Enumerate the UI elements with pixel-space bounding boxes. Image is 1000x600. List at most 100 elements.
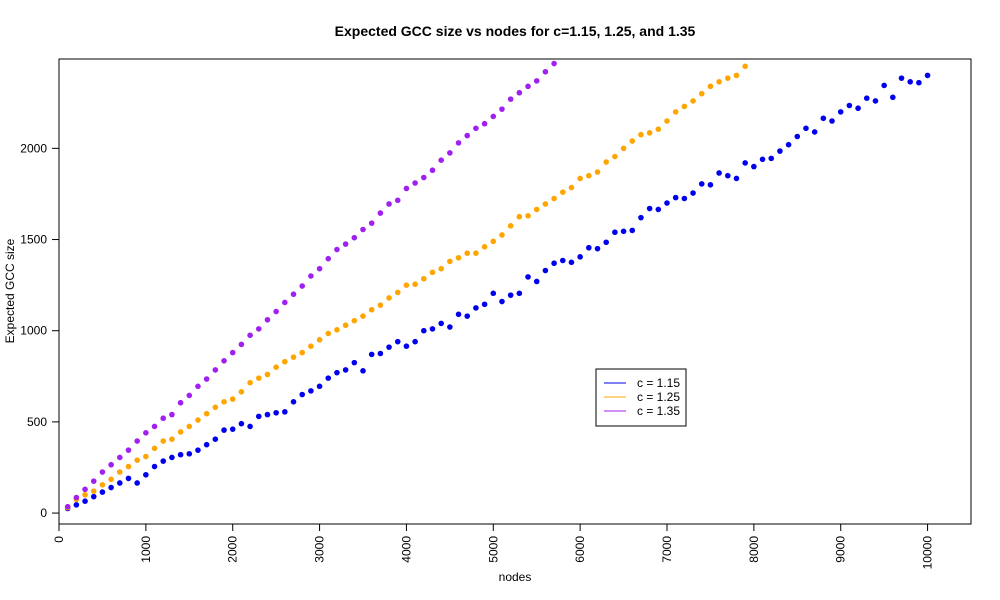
data-point-series-3 xyxy=(299,283,306,289)
data-point-series-1 xyxy=(143,471,149,478)
data-point-series-1 xyxy=(733,175,740,182)
data-points xyxy=(64,60,931,512)
data-point-series-1 xyxy=(429,326,436,332)
data-point-series-2 xyxy=(655,126,662,133)
data-point-series-1 xyxy=(811,129,818,135)
data-point-series-3 xyxy=(473,125,479,132)
data-point-series-2 xyxy=(612,153,618,160)
data-point-series-1 xyxy=(690,190,696,196)
data-point-series-3 xyxy=(90,478,97,484)
data-point-series-1 xyxy=(533,278,540,285)
y-tick-label: 0 xyxy=(40,506,47,520)
data-point-series-1 xyxy=(638,214,644,221)
data-point-series-3 xyxy=(438,157,444,164)
data-point-series-1 xyxy=(751,163,757,170)
data-point-series-2 xyxy=(620,145,627,152)
data-point-series-3 xyxy=(143,430,149,436)
data-point-series-3 xyxy=(481,120,488,127)
data-point-series-3 xyxy=(421,174,427,181)
data-point-series-2 xyxy=(742,63,748,70)
data-point-series-1 xyxy=(499,298,505,305)
data-point-series-1 xyxy=(777,148,783,154)
data-point-series-1 xyxy=(412,338,418,345)
data-point-series-1 xyxy=(308,388,314,394)
data-point-series-2 xyxy=(638,131,644,138)
data-point-series-1 xyxy=(646,205,653,212)
data-point-series-1 xyxy=(282,409,288,415)
data-point-series-2 xyxy=(195,417,201,423)
data-point-series-2 xyxy=(577,175,583,182)
data-point-series-2 xyxy=(690,98,696,104)
data-point-series-1 xyxy=(863,95,870,102)
data-point-series-2 xyxy=(290,354,297,360)
data-point-series-3 xyxy=(308,273,314,279)
data-point-series-2 xyxy=(282,358,288,365)
data-point-series-3 xyxy=(282,299,288,306)
data-point-series-2 xyxy=(464,250,471,257)
data-point-series-1 xyxy=(290,399,297,405)
data-point-series-1 xyxy=(212,436,219,443)
data-point-series-1 xyxy=(629,227,636,234)
data-point-series-3 xyxy=(394,197,401,204)
data-point-series-1 xyxy=(716,170,722,176)
x-tick-label: 1000 xyxy=(139,536,153,563)
legend-entry-1: c = 1.15 xyxy=(637,376,680,390)
x-tick-label: 10000 xyxy=(921,536,935,570)
data-point-series-1 xyxy=(594,245,601,252)
data-point-series-2 xyxy=(664,118,670,124)
data-point-series-2 xyxy=(490,238,497,245)
data-point-series-1 xyxy=(872,98,879,104)
data-point-series-2 xyxy=(447,258,453,265)
data-point-series-2 xyxy=(238,388,245,395)
data-point-series-1 xyxy=(186,450,193,457)
data-point-series-2 xyxy=(716,78,722,85)
data-point-series-1 xyxy=(134,480,140,486)
data-point-series-2 xyxy=(481,244,488,250)
data-point-series-1 xyxy=(837,109,844,115)
data-point-series-1 xyxy=(403,343,410,350)
data-point-series-2 xyxy=(594,169,601,175)
data-point-series-1 xyxy=(612,229,618,236)
data-point-series-1 xyxy=(907,78,913,85)
data-point-series-1 xyxy=(586,244,592,251)
data-point-series-1 xyxy=(516,290,523,297)
data-point-series-1 xyxy=(264,411,271,418)
data-point-series-1 xyxy=(568,259,575,266)
data-point-series-1 xyxy=(881,82,887,89)
data-point-series-3 xyxy=(247,332,253,339)
data-point-series-1 xyxy=(229,426,236,432)
legend-entry-2: c = 1.25 xyxy=(637,390,680,404)
data-point-series-1 xyxy=(447,324,453,330)
y-tick-label: 500 xyxy=(27,415,47,429)
data-point-series-1 xyxy=(681,195,688,202)
data-point-series-1 xyxy=(455,311,462,318)
data-point-series-1 xyxy=(195,447,201,453)
data-point-series-2 xyxy=(125,463,132,470)
data-point-series-1 xyxy=(829,118,835,124)
data-point-series-1 xyxy=(169,454,175,461)
data-point-series-3 xyxy=(342,241,349,247)
data-point-series-2 xyxy=(177,429,184,435)
data-point-series-1 xyxy=(759,156,766,163)
data-point-series-2 xyxy=(169,436,175,443)
data-point-series-2 xyxy=(586,172,592,179)
y-axis: 0 500 1000 1500 2000 xyxy=(20,141,60,520)
data-point-series-1 xyxy=(316,383,323,390)
data-point-series-2 xyxy=(334,326,340,333)
data-point-series-1 xyxy=(386,344,392,350)
data-point-series-2 xyxy=(412,281,418,288)
data-point-series-1 xyxy=(108,484,114,491)
data-point-series-1 xyxy=(394,338,401,345)
data-point-series-1 xyxy=(898,75,905,81)
data-point-series-2 xyxy=(342,322,349,329)
y-tick-label: 1500 xyxy=(20,233,47,247)
data-point-series-3 xyxy=(108,461,114,468)
y-tick-label: 2000 xyxy=(20,141,47,155)
data-point-series-2 xyxy=(542,201,549,207)
data-point-series-2 xyxy=(646,130,653,136)
data-point-series-3 xyxy=(229,349,236,356)
data-point-series-3 xyxy=(551,60,557,67)
y-tick-label: 1000 xyxy=(20,324,47,338)
data-point-series-2 xyxy=(672,109,679,115)
data-point-series-3 xyxy=(360,226,366,233)
